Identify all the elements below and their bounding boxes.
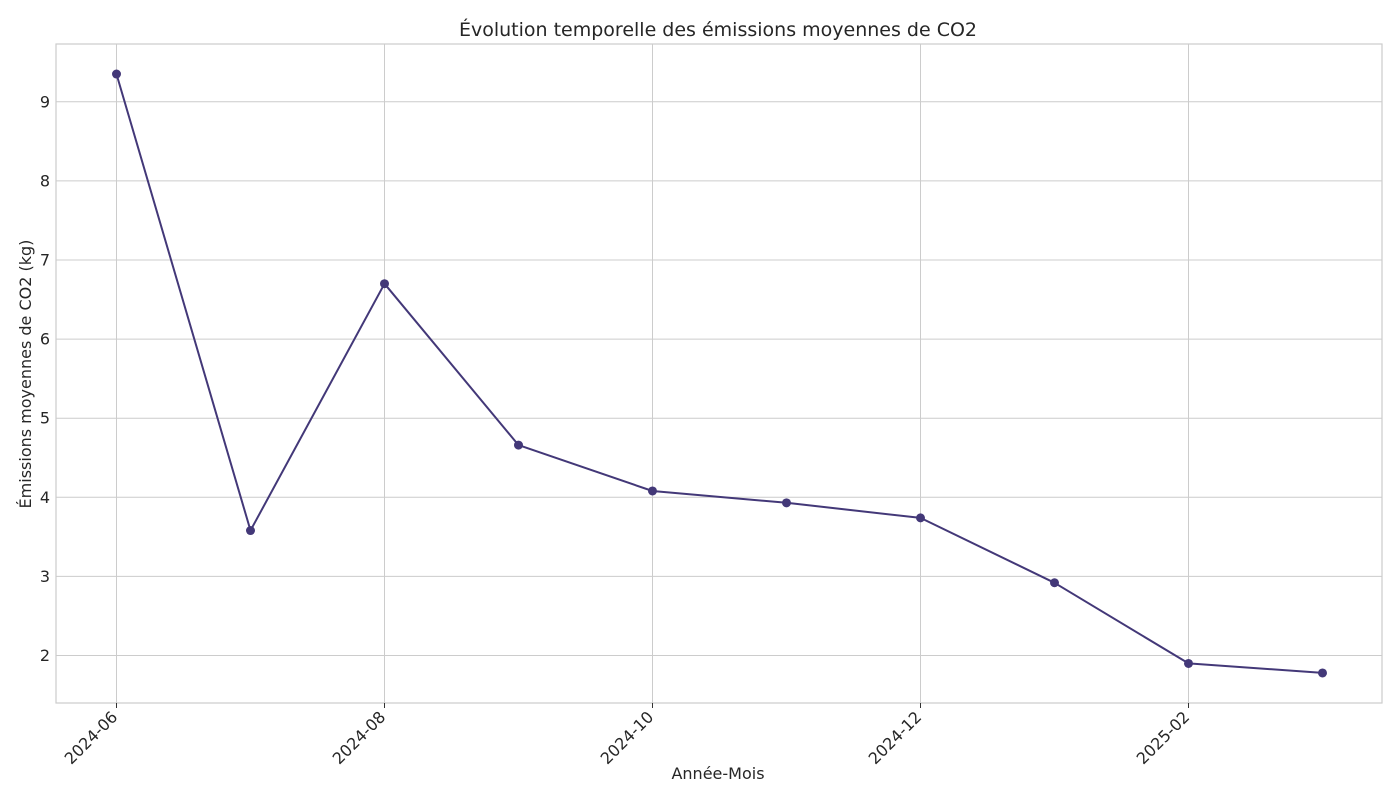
data-point bbox=[916, 513, 925, 523]
data-point bbox=[246, 526, 255, 536]
x-tick-label: 2024-06 bbox=[61, 707, 122, 768]
series-line bbox=[115, 73, 1323, 674]
x-tick-label: 2024-10 bbox=[597, 707, 658, 768]
x-axis-label: Année-Mois bbox=[671, 764, 764, 783]
y-tick-label: 2 bbox=[40, 646, 50, 665]
y-tick-label: 3 bbox=[40, 567, 50, 586]
x-tick-label: 2024-08 bbox=[329, 707, 390, 768]
y-tick-label: 8 bbox=[40, 171, 50, 190]
series-layer bbox=[112, 69, 1327, 678]
y-tick-label: 9 bbox=[40, 92, 50, 111]
data-point bbox=[1184, 658, 1193, 668]
y-tick-label: 7 bbox=[40, 250, 50, 269]
data-point bbox=[514, 440, 523, 450]
y-axis-label: Émissions moyennes de CO2 (kg) bbox=[16, 240, 35, 509]
x-tick-label: 2025-02 bbox=[1133, 707, 1194, 768]
data-point bbox=[1050, 578, 1059, 588]
data-point bbox=[112, 69, 121, 79]
chart-title: Évolution temporelle des émissions moyen… bbox=[459, 18, 977, 41]
y-tick-label: 4 bbox=[40, 488, 50, 507]
data-point bbox=[380, 279, 389, 289]
plot-frame bbox=[55, 43, 1383, 704]
tick-layer: 2 3 4 5 6 7 8 9 2024-06 2024-08 2024-10 2024-12 2025… bbox=[40, 92, 1194, 768]
data-point bbox=[648, 486, 657, 496]
data-point bbox=[1318, 668, 1327, 678]
x-tick-label: 2024-12 bbox=[865, 707, 926, 768]
y-tick-label: 5 bbox=[40, 409, 50, 428]
grid-layer bbox=[56, 44, 1382, 703]
data-point bbox=[782, 498, 791, 508]
y-tick-label: 6 bbox=[40, 330, 50, 349]
